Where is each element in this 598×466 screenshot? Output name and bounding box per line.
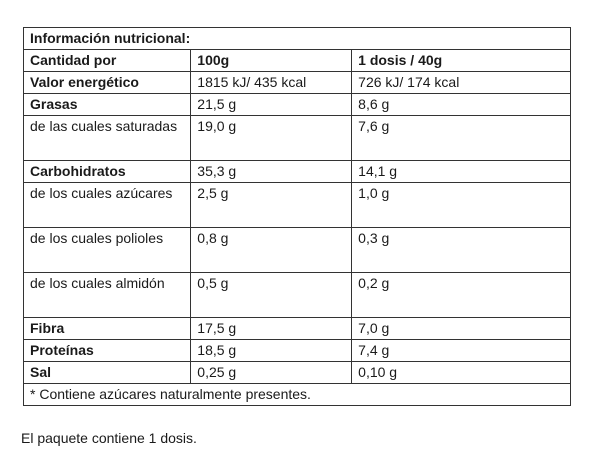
value-per-100g: 0,8 g	[190, 227, 353, 273]
footnote: * Contiene azúcares naturalmente present…	[23, 383, 571, 406]
nutrient-label: de los cuales azúcares	[22, 182, 192, 228]
table-row: Carbohidratos 35,3 g 14,1 g	[22, 160, 571, 183]
nutrient-label: Fibra	[22, 317, 192, 340]
header-col-per-dose: 1 dosis / 40g	[351, 49, 571, 72]
value-per-dose: 7,4 g	[351, 339, 571, 362]
nutrient-label: Grasas	[22, 93, 192, 116]
nutrient-label: de las cuales saturadas	[22, 115, 192, 161]
nutrition-panel: Información nutricional: Cantidad por 10…	[22, 27, 571, 406]
nutrient-label: Proteínas	[22, 339, 192, 362]
table-row: de los cuales azúcares 2,5 g 1,0 g	[22, 182, 571, 228]
nutrition-table: Información nutricional: Cantidad por 10…	[22, 27, 571, 406]
title-row: Información nutricional:	[23, 27, 571, 50]
value-per-dose: 7,0 g	[351, 317, 571, 340]
nutrient-label: Valor energético	[22, 71, 192, 94]
value-per-dose: 0,3 g	[351, 227, 571, 273]
value-per-dose: 726 kJ/ 174 kcal	[351, 71, 571, 94]
value-per-100g: 17,5 g	[190, 317, 353, 340]
footnote-row: * Contiene azúcares naturalmente present…	[23, 383, 571, 406]
value-per-100g: 19,0 g	[190, 115, 353, 161]
table-row: de las cuales saturadas 19,0 g 7,6 g	[22, 115, 571, 161]
nutrient-label: Carbohidratos	[22, 160, 192, 183]
table-row: de los cuales almidón 0,5 g 0,2 g	[22, 272, 571, 318]
value-per-dose: 14,1 g	[351, 160, 571, 183]
value-per-100g: 2,5 g	[190, 182, 353, 228]
nutrient-label: de los cuales polioles	[22, 227, 192, 273]
table-title: Información nutricional:	[23, 27, 571, 50]
package-note: El paquete contiene 1 dosis.	[21, 430, 197, 446]
value-per-100g: 0,25 g	[190, 361, 353, 384]
header-row: Cantidad por 100g 1 dosis / 40g	[22, 49, 571, 72]
nutrient-label: de los cuales almidón	[22, 272, 192, 318]
value-per-dose: 1,0 g	[351, 182, 571, 228]
table-row: Grasas 21,5 g 8,6 g	[22, 93, 571, 116]
value-per-100g: 1815 kJ/ 435 kcal	[190, 71, 353, 94]
value-per-100g: 0,5 g	[190, 272, 353, 318]
table-row: Proteínas 18,5 g 7,4 g	[22, 339, 571, 362]
value-per-100g: 35,3 g	[190, 160, 353, 183]
value-per-100g: 18,5 g	[190, 339, 353, 362]
value-per-100g: 21,5 g	[190, 93, 353, 116]
value-per-dose: 0,2 g	[351, 272, 571, 318]
table-row: Sal 0,25 g 0,10 g	[22, 361, 571, 384]
header-col-label: Cantidad por	[22, 49, 192, 72]
value-per-dose: 0,10 g	[351, 361, 571, 384]
value-per-dose: 7,6 g	[351, 115, 571, 161]
header-col-per-100g: 100g	[190, 49, 353, 72]
nutrient-label: Sal	[22, 361, 192, 384]
value-per-dose: 8,6 g	[351, 93, 571, 116]
table-row: Valor energético 1815 kJ/ 435 kcal 726 k…	[22, 71, 571, 94]
table-row: de los cuales polioles 0,8 g 0,3 g	[22, 227, 571, 273]
table-row: Fibra 17,5 g 7,0 g	[22, 317, 571, 340]
